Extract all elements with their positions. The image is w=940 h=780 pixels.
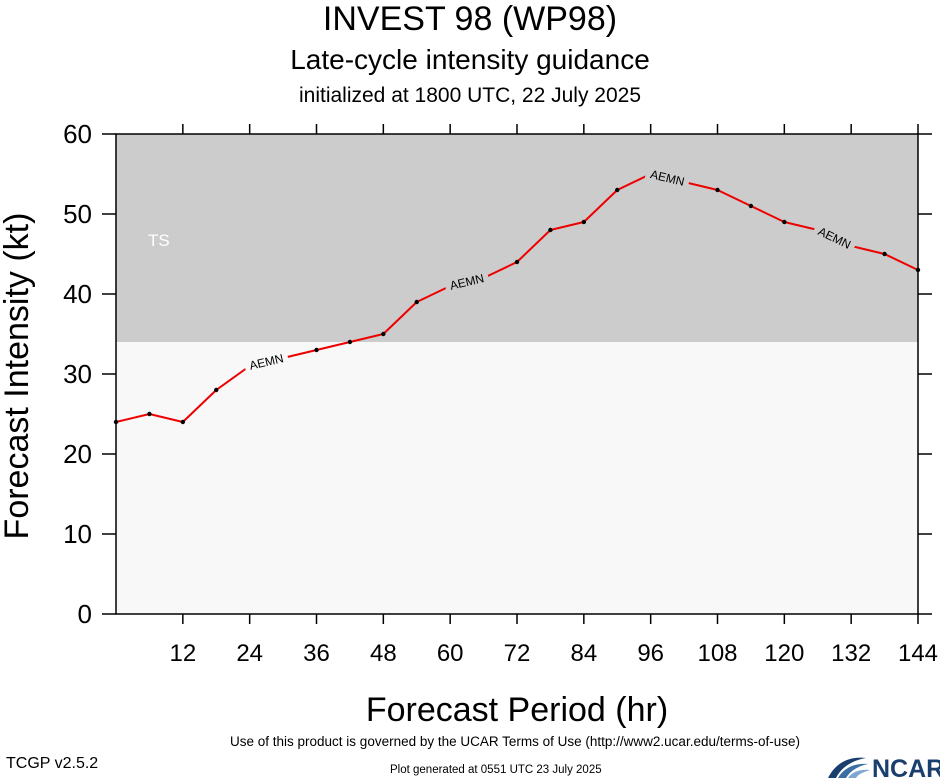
y-tick-label: 10 [63,519,92,549]
series-label-backdrop [243,350,290,373]
series-segment [416,285,451,303]
series-segment [282,349,317,359]
y-tick-label: 60 [63,119,92,149]
data-point [748,203,754,209]
series-segment [583,189,618,223]
x-tick-label: 12 [169,640,196,667]
data-point [514,259,520,265]
chart-title: INVEST 98 (WP98) [322,0,618,38]
data-point [347,339,353,345]
ncar-logo-text: NCAR [872,755,940,780]
band-label-ts: TS [148,231,170,250]
x-tick-label: 84 [570,640,597,667]
data-point [180,419,186,425]
y-axis-ticks: 0 10 20 30 40 50 60 [63,119,932,629]
series-segment [316,341,351,351]
series-segment [750,205,785,223]
x-tick-label: 36 [303,640,330,667]
intensity-bands: TS [116,134,918,614]
series-label-backdrop [443,270,490,293]
data-point [615,187,620,193]
series-segment [850,245,885,255]
series-segment [349,333,384,343]
series-segment [717,189,752,207]
x-axis-ticks: 12 24 36 48 60 72 84 96 108 120 132 144 [169,124,938,667]
x-tick-label: 132 [831,640,871,667]
series-segment [784,221,818,231]
series-segment [215,365,251,391]
terms-of-use-notice: Use of this product is governed by the U… [230,734,800,749]
x-tick-label: 24 [236,640,263,667]
data-point [715,187,720,193]
series-segment [382,301,418,335]
ncar-logo: NCAR [828,755,940,780]
x-tick-label: 60 [437,640,464,667]
data-point [782,219,787,225]
initialization-time: initialized at 1800 UTC, 22 July 2025 [298,84,642,107]
series-segment [149,413,184,423]
data-point [147,411,152,417]
data-point [314,347,319,353]
y-tick-label: 20 [63,439,92,469]
series-label-backdrop [644,166,691,189]
data-point [882,251,887,257]
series-segment [483,261,518,279]
band-ts [116,134,918,342]
ncar-swoosh-icon [828,757,870,778]
y-axis-label: Forecast Intensity (kt) [0,213,36,540]
data-point [581,219,587,225]
x-tick-label: 144 [898,640,938,667]
x-tick-label: 120 [764,640,804,667]
data-point [214,387,219,393]
series-label-backdrop [812,222,858,253]
y-tick-label: 30 [63,359,92,389]
x-tick-label: 72 [504,640,531,667]
series-segment [683,181,718,191]
y-tick-label: 0 [78,599,92,629]
x-tick-label: 96 [637,640,664,667]
series-segment [182,389,217,423]
series-segment [884,253,919,271]
y-tick-label: 50 [63,199,92,229]
generated-timestamp: Plot generated at 0551 UTC 23 July 2025 [390,764,602,776]
series-segment [516,229,552,263]
series-segment [115,413,150,423]
y-tick-label: 40 [63,279,92,309]
chart-subtitle: Late-cycle intensity guidance [290,44,650,75]
x-axis-label: Forecast Period (hr) [366,691,668,729]
data-point [414,299,419,305]
data-point [381,331,386,337]
x-tick-label: 48 [370,640,397,667]
series-segment [550,221,585,231]
x-tick-label: 108 [697,640,737,667]
data-point [548,227,553,233]
version-label: TCGP v2.5.2 [6,755,99,772]
